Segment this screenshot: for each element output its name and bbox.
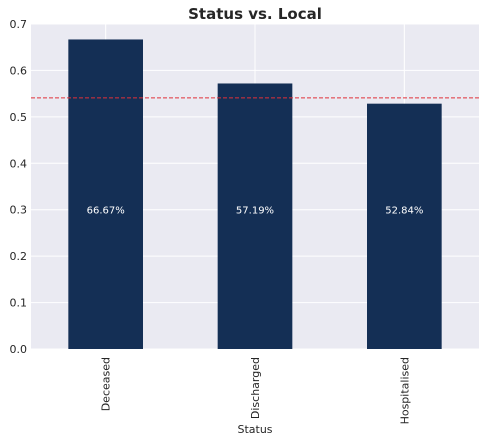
x-tick-label: Hospitalised xyxy=(398,357,411,424)
y-tick-label: 0.2 xyxy=(10,250,28,263)
data-labels: 66.67% 57.19% 52.84% xyxy=(87,206,424,217)
y-tick-label: 0.4 xyxy=(10,157,28,170)
y-tick-label: 0.0 xyxy=(10,343,28,356)
data-label: 57.19% xyxy=(236,206,274,217)
x-axis-ticks: Deceased Discharged Hospitalised xyxy=(100,357,412,424)
y-tick-label: 0.5 xyxy=(10,111,28,124)
y-axis-ticks: 0.0 0.1 0.2 0.3 0.4 0.5 0.6 0.7 xyxy=(10,18,28,356)
data-label: 66.67% xyxy=(87,206,125,217)
bars xyxy=(68,39,442,350)
x-tick-label: Deceased xyxy=(100,357,113,411)
x-tick-label: Discharged xyxy=(249,357,262,419)
bar-deceased xyxy=(68,39,143,349)
y-tick-label: 0.6 xyxy=(10,64,28,77)
x-axis-label: Status xyxy=(237,423,272,436)
y-tick-label: 0.3 xyxy=(10,204,28,217)
bar-discharged xyxy=(217,83,293,349)
chart-title: Status vs. Local xyxy=(188,5,322,23)
bar-hospitalised xyxy=(367,103,442,350)
y-tick-label: 0.7 xyxy=(10,18,28,31)
data-label: 52.84% xyxy=(385,206,423,217)
y-tick-label: 0.1 xyxy=(10,297,28,310)
